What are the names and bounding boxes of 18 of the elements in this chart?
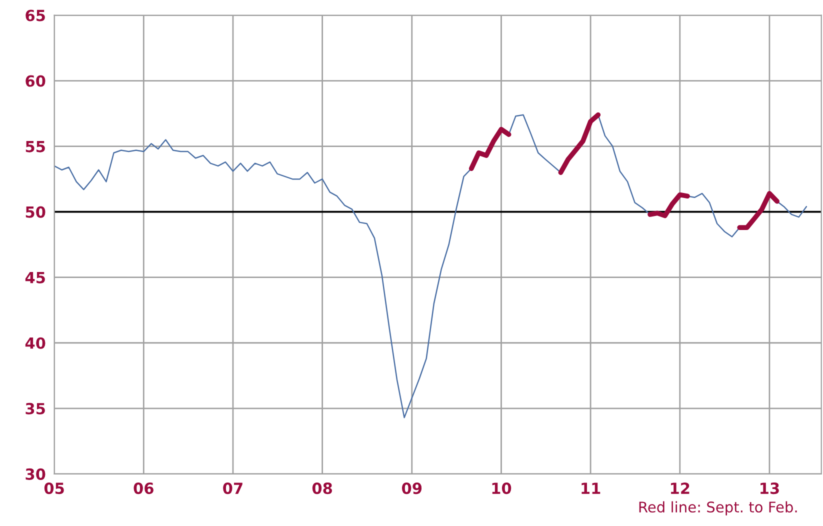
y-tick-label: 40 [25,337,46,349]
y-tick-label: 35 [26,402,45,414]
x-tick-label: 06 [134,482,154,494]
x-tick-label: 07 [223,482,242,494]
y-tick-label: 55 [26,140,45,152]
x-tick-label: 12 [670,482,690,494]
y-tick-label: 50 [26,206,46,218]
y-tick-label: 45 [25,272,45,284]
x-tick-label: 11 [582,482,600,494]
y-tick-label: 65 [26,10,45,22]
y-tick-label: 30 [26,468,46,480]
text: Red line: Sept. to Feb. [639,501,797,516]
x-tick-label: 09 [402,482,422,494]
x-tick-label: 10 [492,482,512,494]
y-tick-label: 60 [26,75,46,87]
x-tick-label: 13 [760,482,779,494]
x-tick-label: 05 [44,482,64,494]
x-tick-label: 08 [312,482,332,494]
